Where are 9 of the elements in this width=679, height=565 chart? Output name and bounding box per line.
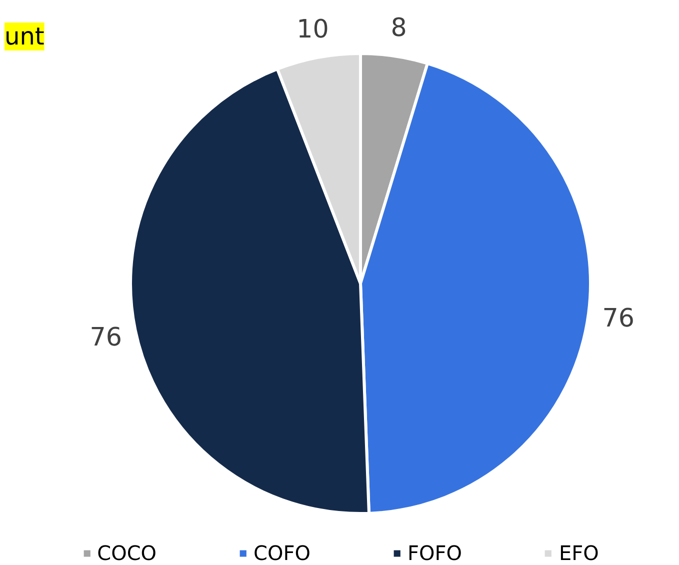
data-label: 76 [90,321,122,352]
legend-label: EFO [558,541,599,565]
legend-label: FOFO [407,541,462,565]
data-label: 76 [602,302,634,333]
data-label: 8 [390,12,407,42]
data-label: 10 [296,13,329,44]
legend-label: COFO [254,541,310,565]
legend-label: COCO [97,541,157,565]
chart-title: unt [4,22,44,50]
